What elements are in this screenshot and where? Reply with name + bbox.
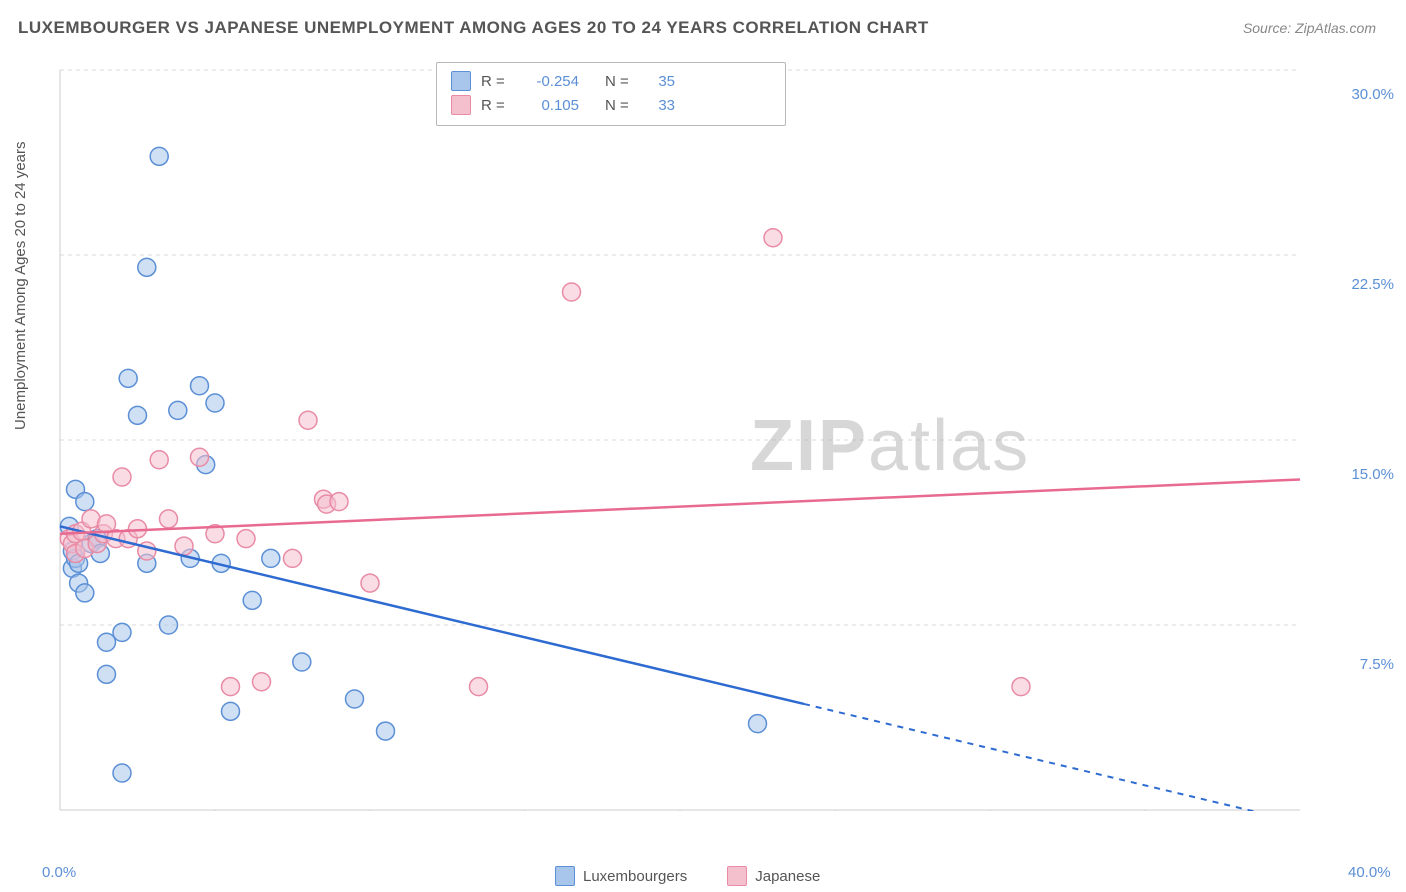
chart-title: LUXEMBOURGER VS JAPANESE UNEMPLOYMENT AM…: [18, 18, 929, 38]
y-axis-label: Unemployment Among Ages 20 to 24 years: [12, 141, 29, 430]
legend-item-japanese: Japanese: [727, 866, 820, 886]
y-tick-22-5: 22.5%: [1351, 276, 1394, 293]
swatch-japanese-icon: [451, 95, 471, 115]
legend-label-japanese: Japanese: [755, 868, 820, 885]
legend-stats-row-luxembourgers: R = -0.254 N = 35: [451, 69, 771, 93]
r-value-japanese: 0.105: [519, 97, 579, 114]
swatch-japanese-icon: [727, 866, 747, 886]
n-value-japanese: 33: [645, 97, 675, 114]
chart-area: [50, 60, 1360, 850]
legend-item-luxembourgers: Luxembourgers: [555, 866, 687, 886]
legend-stats: R = -0.254 N = 35 R = 0.105 N = 33: [436, 62, 786, 126]
y-tick-7-5: 7.5%: [1360, 656, 1394, 673]
source-attribution: Source: ZipAtlas.com: [1243, 20, 1376, 36]
scatter-plot-svg: [50, 60, 1360, 850]
n-label: N =: [605, 97, 635, 114]
r-value-luxembourgers: -0.254: [519, 73, 579, 90]
y-tick-30: 30.0%: [1351, 86, 1394, 103]
x-tick-0: 0.0%: [42, 864, 76, 881]
swatch-luxembourgers-icon: [555, 866, 575, 886]
legend-series: Luxembourgers Japanese: [555, 866, 820, 886]
n-value-luxembourgers: 35: [645, 73, 675, 90]
legend-label-luxembourgers: Luxembourgers: [583, 868, 687, 885]
r-label: R =: [481, 73, 509, 90]
r-label: R =: [481, 97, 509, 114]
legend-stats-row-japanese: R = 0.105 N = 33: [451, 93, 771, 117]
y-tick-15: 15.0%: [1351, 466, 1394, 483]
swatch-luxembourgers-icon: [451, 71, 471, 91]
n-label: N =: [605, 73, 635, 90]
x-tick-40: 40.0%: [1348, 864, 1391, 881]
